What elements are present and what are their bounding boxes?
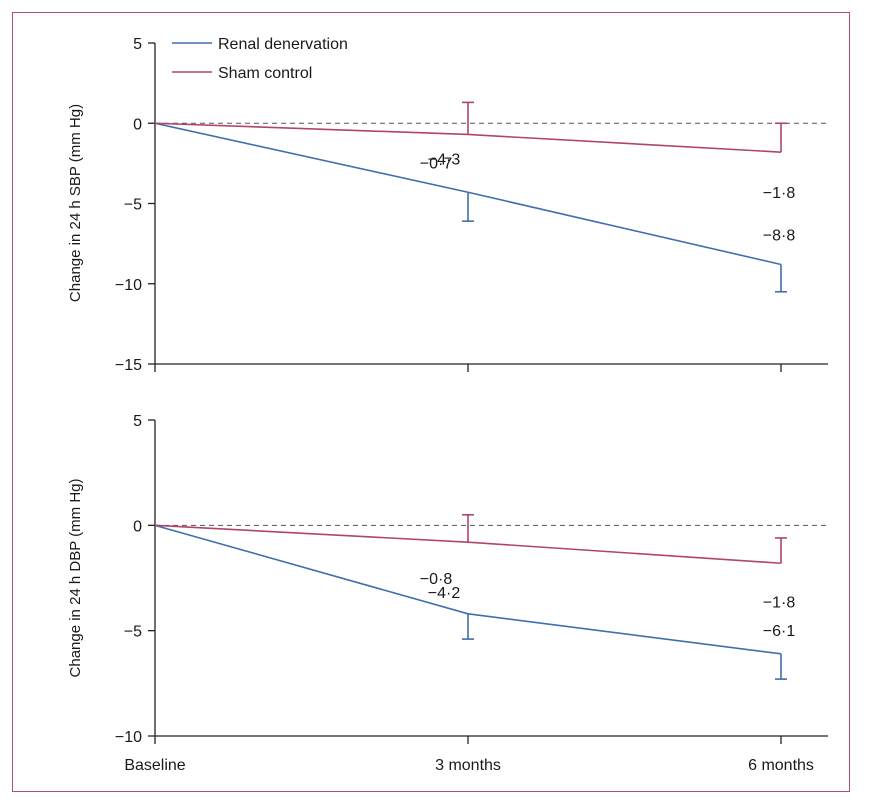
x-tick-label: 6 months xyxy=(748,757,814,774)
y-tick-label: 5 xyxy=(133,36,142,53)
data-label: −8·8 xyxy=(763,227,796,244)
data-label: −4·3 xyxy=(428,151,461,168)
y-tick-label: −15 xyxy=(115,357,142,374)
y-tick-label: −5 xyxy=(124,624,142,641)
y-axis-title: Change in 24 h DBP (mm Hg) xyxy=(67,479,84,678)
data-label: −0·7 xyxy=(420,155,453,172)
data-label: −4·2 xyxy=(428,585,461,602)
x-tick-label: Baseline xyxy=(124,757,185,774)
y-axis-title: Change in 24 h SBP (mm Hg) xyxy=(67,104,84,302)
data-label: −6·1 xyxy=(763,623,796,640)
data-label: −0·8 xyxy=(420,571,453,588)
y-tick-label: −5 xyxy=(124,197,142,214)
y-tick-label: 0 xyxy=(133,116,142,133)
legend-label: Renal denervation xyxy=(218,36,348,53)
x-tick-label: 3 months xyxy=(435,757,501,774)
y-tick-label: −10 xyxy=(115,277,142,294)
y-tick-label: 5 xyxy=(133,413,142,430)
y-tick-label: −10 xyxy=(115,729,142,746)
data-label: −1·8 xyxy=(763,185,796,202)
legend-label: Sham control xyxy=(218,65,312,82)
data-label: −1·8 xyxy=(763,594,796,611)
y-tick-label: 0 xyxy=(133,518,142,535)
figure-frame xyxy=(12,12,850,792)
